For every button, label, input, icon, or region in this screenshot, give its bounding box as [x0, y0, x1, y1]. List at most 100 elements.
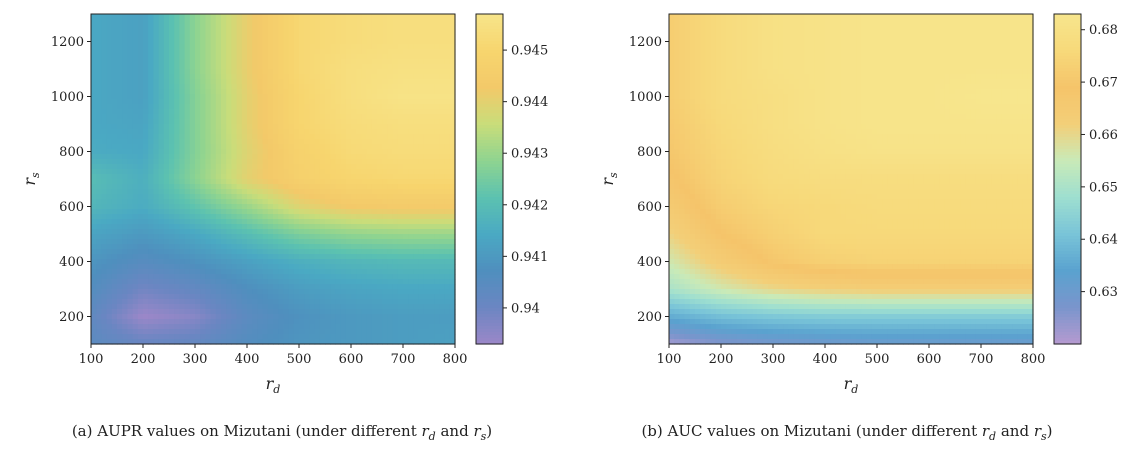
heatmap-cell — [366, 174, 373, 180]
heatmap-cell — [195, 334, 201, 340]
heatmap-cell — [200, 114, 206, 120]
heatmap-cell — [397, 334, 404, 340]
heatmap-cell — [418, 69, 425, 75]
heatmap-cell — [366, 119, 373, 125]
heatmap-cell — [106, 129, 113, 135]
colorbar-segment — [476, 311, 503, 315]
heatmap-cell — [345, 329, 352, 335]
colorbar-segment — [476, 287, 503, 291]
heatmap-cell — [158, 114, 165, 120]
heatmap-cell — [423, 324, 430, 330]
heatmap-cell — [153, 134, 160, 140]
heatmap-cell — [262, 54, 269, 60]
heatmap-cell — [241, 239, 248, 245]
heatmap-cell — [210, 129, 217, 135]
heatmap-cell — [174, 254, 180, 260]
heatmap-cell — [262, 334, 269, 340]
heatmap-cell — [241, 99, 248, 105]
heatmap-cell — [210, 249, 217, 255]
heatmap-cell — [132, 204, 139, 210]
heatmap-cell — [247, 309, 253, 315]
heatmap-cell — [351, 289, 357, 295]
heatmap-cell — [127, 109, 134, 115]
heatmap-cell — [1022, 19, 1029, 25]
heatmap-cell — [210, 34, 217, 40]
heatmap-cell — [444, 49, 451, 55]
colorbar-segment — [476, 146, 503, 150]
heatmap-cell — [278, 259, 284, 265]
heatmap-cell — [299, 184, 305, 190]
heatmap-cell — [929, 24, 935, 30]
heatmap-cell — [429, 299, 435, 305]
heatmap-cell — [851, 24, 857, 30]
heatmap-cell — [241, 224, 248, 230]
heatmap-cell — [179, 224, 186, 230]
colorbar-segment — [476, 53, 503, 57]
heatmap-cell — [1001, 14, 1008, 20]
heatmap-cell — [283, 39, 290, 45]
heatmap-cell — [252, 304, 258, 310]
heatmap-cell — [397, 174, 404, 180]
heatmap-cell — [377, 339, 383, 345]
heatmap-cell — [174, 54, 180, 60]
heatmap-cell — [148, 129, 154, 135]
heatmap-cell — [273, 189, 279, 195]
heatmap-cell — [325, 179, 331, 185]
heatmap-cell — [153, 309, 160, 315]
heatmap-cell — [449, 104, 456, 110]
heatmap-cell — [767, 19, 774, 25]
heatmap-cell — [262, 64, 269, 70]
heatmap-cell — [257, 209, 264, 215]
heatmap-cell — [111, 129, 118, 135]
heatmap-cell — [200, 84, 206, 90]
heatmap-cell — [981, 19, 987, 25]
heatmap-cell — [231, 314, 238, 320]
heatmap-cell — [387, 269, 394, 275]
heatmap-cell — [418, 259, 425, 265]
heatmap-cell — [387, 164, 394, 170]
heatmap-cell — [403, 284, 409, 290]
heatmap-cell — [314, 214, 321, 220]
heatmap-cell — [314, 14, 321, 20]
heatmap-cell — [309, 174, 316, 180]
heatmap-cell — [221, 314, 227, 320]
heatmap-cell — [700, 19, 706, 25]
heatmap-cell — [101, 239, 108, 245]
heatmap-cell — [325, 264, 331, 270]
heatmap-cell — [345, 304, 352, 310]
heatmap-cell — [319, 109, 326, 115]
heatmap-cell — [408, 109, 414, 115]
heatmap-cell — [371, 144, 378, 150]
heatmap-cell — [262, 234, 269, 240]
heatmap-cell — [288, 319, 295, 325]
heatmap-cell — [397, 299, 404, 305]
heatmap-cell — [330, 49, 336, 55]
heatmap-cell — [283, 264, 290, 270]
heatmap-cell — [413, 119, 420, 125]
heatmap-cell — [1007, 24, 1013, 30]
heatmap-cell — [293, 14, 300, 20]
heatmap-cell — [304, 84, 310, 90]
heatmap-cell — [293, 199, 300, 205]
heatmap-cell — [392, 184, 399, 190]
heatmap-cell — [195, 129, 201, 135]
heatmap-cell — [434, 84, 440, 90]
heatmap-cell — [413, 14, 420, 20]
heatmap-cell — [273, 129, 279, 135]
heatmap-cell — [184, 289, 191, 295]
heatmap-cell — [91, 89, 97, 95]
heatmap-cell — [418, 164, 425, 170]
heatmap-cell — [444, 119, 451, 125]
heatmap-cell — [195, 319, 201, 325]
heatmap-cell — [267, 284, 274, 290]
heatmap-cell — [101, 304, 108, 310]
heatmap-cell — [127, 94, 134, 100]
heatmap-cell — [96, 314, 102, 320]
heatmap-cell — [221, 69, 227, 75]
heatmap-cell — [434, 169, 440, 175]
heatmap-cell — [241, 24, 248, 30]
heatmap-cell — [434, 334, 440, 340]
heatmap-cell — [382, 224, 388, 230]
heatmap-cell — [840, 14, 847, 20]
heatmap-cell — [366, 19, 373, 25]
